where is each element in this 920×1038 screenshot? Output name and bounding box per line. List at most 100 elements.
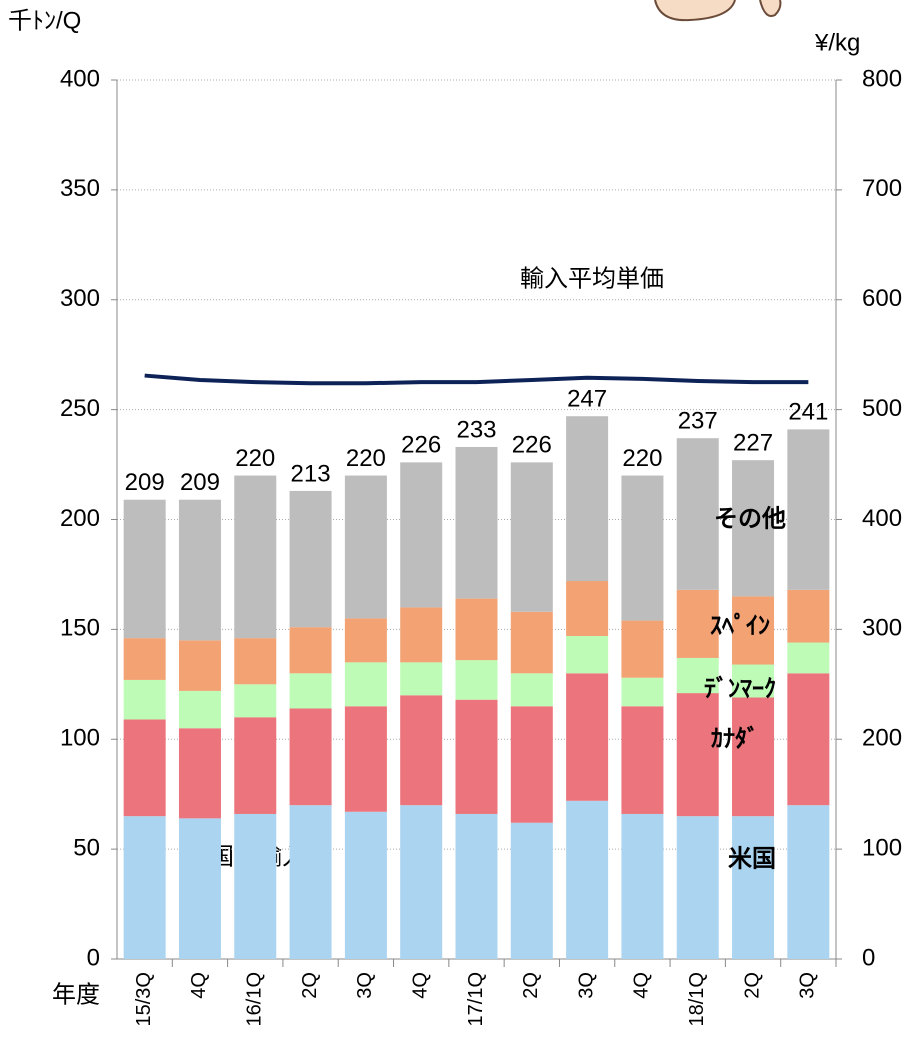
bar-segment: [566, 673, 609, 801]
x-tick-label: 2Q: [520, 972, 542, 999]
y-tick-label: 400: [60, 65, 100, 92]
x-tick-label: 2Q: [299, 972, 321, 999]
y-axis-label: 千ﾄﾝ/Q: [8, 7, 81, 34]
bar-segment: [732, 460, 775, 597]
series-label: ｽﾍﾟｲﾝ: [710, 611, 770, 639]
x-tick-label: 3Q: [797, 972, 819, 999]
bar-segment: [289, 708, 332, 806]
y2-tick-label: 800: [862, 65, 902, 92]
bar-segment: [455, 598, 498, 661]
bar-segment: [621, 706, 664, 814]
bar-segment: [676, 657, 719, 694]
bar-segment: [787, 589, 830, 643]
bar-segment: [732, 596, 775, 665]
y2-axis-label: ¥/kg: [814, 29, 860, 56]
total-label: 247: [567, 386, 607, 413]
bar-segment: [510, 462, 553, 612]
bar-segment: [566, 581, 609, 636]
bar-segment: [510, 611, 553, 674]
y2-tick-label: 700: [862, 175, 902, 202]
total-label: 237: [678, 408, 718, 435]
bar-segment: [400, 607, 443, 663]
x-tick-label: 3Q: [575, 972, 597, 999]
bar-segment: [621, 475, 664, 621]
total-label: 220: [346, 445, 386, 472]
bar-segment: [455, 446, 498, 599]
bar-segment: [676, 816, 719, 959]
bar-segment: [732, 664, 775, 698]
y2-tick-label: 0: [862, 944, 875, 971]
bar-segment: [123, 816, 166, 959]
series-label: ﾃﾞﾝﾏｰｸ: [704, 674, 776, 702]
bar-segment: [566, 800, 609, 959]
x-tick-label: 17/1Q: [465, 972, 487, 1026]
bar-segment: [566, 635, 609, 674]
bar-segment: [676, 589, 719, 658]
price-line: [144, 373, 809, 386]
total-label: 209: [125, 469, 165, 496]
total-label: 226: [401, 432, 441, 459]
x-tick-label: 4Q: [631, 972, 653, 999]
total-label: 226: [512, 432, 552, 459]
bar-segment: [621, 677, 664, 707]
y2-tick-label: 200: [862, 725, 902, 752]
bar-segment: [289, 805, 332, 959]
y-tick-label: 50: [73, 834, 100, 861]
y2-tick-label: 300: [862, 615, 902, 642]
bar-segment: [400, 805, 443, 959]
x-tick-label: 4Q: [409, 972, 431, 999]
x-tick-label: 16/1Q: [244, 972, 266, 1026]
y-tick-label: 150: [60, 615, 100, 642]
x-tick-label: 3Q: [354, 972, 376, 999]
x-axis-label: 年度: [52, 981, 100, 1008]
bar-segment: [787, 673, 830, 806]
bar-segment: [178, 818, 221, 959]
total-label: 220: [235, 445, 275, 472]
y-tick-label: 0: [87, 944, 100, 971]
y2-tick-label: 500: [862, 395, 902, 422]
y2-tick-label: 600: [862, 285, 902, 312]
bar-segment: [510, 822, 553, 959]
total-label: 213: [291, 460, 331, 487]
bar-segment: [510, 673, 553, 707]
bar-segment: [234, 717, 277, 814]
bar-segment: [178, 728, 221, 819]
bar-segment: [123, 638, 166, 680]
y-tick-label: 250: [60, 395, 100, 422]
series-label: その他: [714, 505, 786, 532]
bar-segment: [344, 706, 387, 812]
bar-segment: [510, 706, 553, 823]
series-label: 米国: [728, 845, 776, 872]
bar-segment: [455, 813, 498, 959]
bar-segment: [178, 640, 221, 691]
total-label: 220: [622, 445, 662, 472]
x-tick-label: 4Q: [188, 972, 210, 999]
bar-segment: [344, 618, 387, 663]
bar-segment: [344, 662, 387, 707]
bar-segment: [732, 697, 775, 817]
bar-segment: [234, 813, 277, 959]
bar-segment: [455, 699, 498, 814]
bar-segment: [621, 813, 664, 959]
bar-segment: [344, 811, 387, 959]
bar-segment: [234, 475, 277, 639]
bar-segment: [676, 438, 719, 590]
total-label: 227: [733, 430, 773, 457]
bar-segment: [289, 490, 332, 628]
bar-segment: [400, 695, 443, 806]
bar-segment: [123, 499, 166, 639]
bar-segment: [676, 693, 719, 817]
y-tick-label: 100: [60, 725, 100, 752]
bar-segment: [400, 462, 443, 608]
bar-segment: [787, 805, 830, 959]
bar-segment: [566, 416, 609, 582]
bar-segment: [787, 642, 830, 674]
mascot: [654, 0, 782, 22]
total-label: 241: [788, 399, 828, 426]
bar-segment: [123, 719, 166, 817]
bar-segment: [787, 429, 830, 590]
bar-segment: [400, 662, 443, 696]
series-label: 輸入平均単価: [520, 265, 664, 292]
y-tick-label: 200: [60, 505, 100, 532]
